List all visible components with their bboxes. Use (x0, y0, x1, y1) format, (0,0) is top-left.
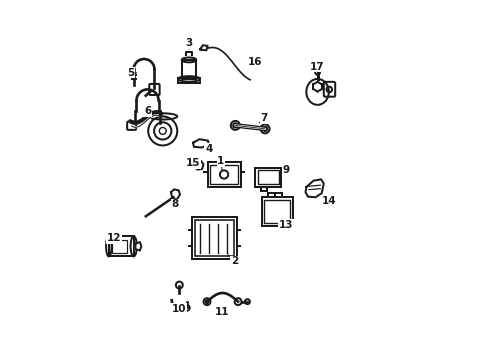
Text: 12: 12 (107, 233, 122, 243)
Bar (112, 240, 127, 253)
Bar (193, 217, 237, 259)
Polygon shape (194, 160, 203, 170)
Text: 17: 17 (310, 62, 325, 72)
Polygon shape (305, 179, 324, 197)
Text: 2: 2 (231, 256, 238, 266)
Bar (178, 78, 200, 83)
Text: 10: 10 (172, 303, 187, 314)
Bar (195, 220, 234, 256)
Text: 11: 11 (215, 307, 230, 317)
Polygon shape (135, 242, 141, 251)
Bar (208, 162, 241, 187)
Text: 6: 6 (144, 106, 151, 116)
Bar (210, 165, 238, 184)
Text: 16: 16 (247, 58, 262, 67)
Bar (109, 236, 134, 256)
Bar (255, 168, 281, 187)
Text: 4: 4 (205, 144, 212, 154)
Text: 15: 15 (186, 158, 200, 168)
Text: 14: 14 (321, 197, 336, 206)
Text: 8: 8 (172, 199, 179, 209)
Text: 7: 7 (260, 113, 268, 123)
Text: 3: 3 (185, 39, 193, 49)
Bar (258, 170, 279, 184)
Polygon shape (200, 45, 208, 50)
Text: 5: 5 (127, 68, 135, 78)
Bar (182, 60, 196, 79)
Polygon shape (193, 139, 209, 148)
Bar (264, 200, 290, 223)
Bar (262, 197, 293, 226)
Text: 1: 1 (217, 156, 224, 166)
Text: 13: 13 (278, 220, 293, 230)
Polygon shape (171, 189, 180, 200)
Text: 9: 9 (283, 165, 290, 175)
